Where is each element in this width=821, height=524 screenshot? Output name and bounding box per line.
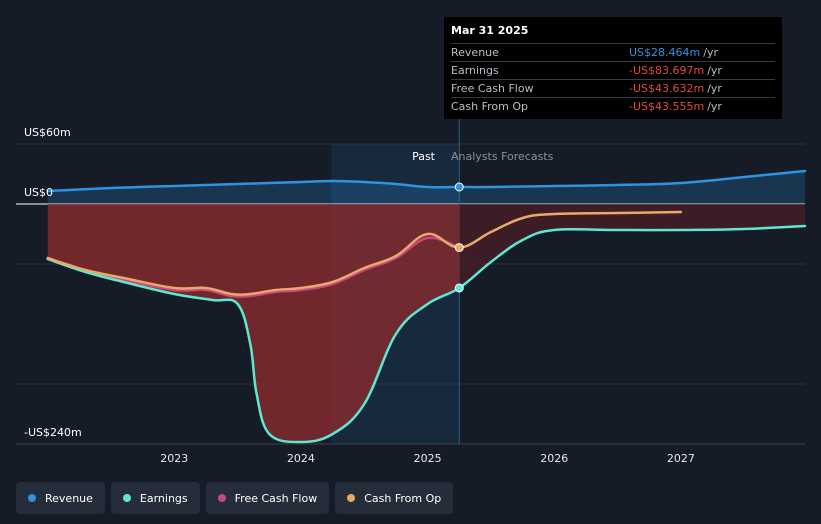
forecast-label: Analysts Forecasts bbox=[451, 150, 554, 163]
legend-item-revenue[interactable]: Revenue bbox=[16, 482, 105, 514]
x-tick-label: 2025 bbox=[414, 452, 442, 465]
tooltip-unit: /yr bbox=[707, 64, 722, 77]
legend-label: Revenue bbox=[45, 491, 93, 505]
earnings-forecast-area bbox=[459, 204, 805, 288]
y-label-bottom: -US$240m bbox=[24, 426, 82, 439]
tooltip-row-earnings: Earnings -US$83.697m /yr bbox=[451, 61, 775, 79]
tooltip-label: Cash From Op bbox=[451, 100, 529, 113]
tooltip-row-cash-from-op: Cash From Op -US$43.555m /yr bbox=[451, 97, 775, 115]
tooltip-row-revenue: Revenue US$28.464m /yr bbox=[451, 43, 775, 61]
legend-item-cash-from-op[interactable]: Cash From Op bbox=[335, 482, 454, 514]
x-tick-label: 2026 bbox=[540, 452, 568, 465]
legend-label: Cash From Op bbox=[364, 491, 442, 505]
tooltip-unit: /yr bbox=[707, 100, 722, 113]
legend-label: Earnings bbox=[139, 491, 188, 505]
tooltip-unit: /yr bbox=[707, 82, 722, 95]
y-label-top: US$60m bbox=[24, 126, 71, 139]
x-tick-label: 2027 bbox=[667, 452, 695, 465]
cash-from-op-line bbox=[46, 210, 683, 296]
revenue-line bbox=[46, 169, 807, 193]
legend-dot-icon bbox=[28, 494, 36, 502]
legend-item-free-cash-flow[interactable]: Free Cash Flow bbox=[205, 482, 330, 514]
legend-dot-icon bbox=[217, 494, 226, 502]
tooltip-date: Mar 31 2025 bbox=[451, 24, 529, 37]
cash-from-op-marker bbox=[454, 243, 464, 253]
earnings-past-area bbox=[47, 204, 460, 443]
x-tick-label: 2023 bbox=[160, 452, 188, 465]
tooltip-value: -US$43.555m bbox=[629, 100, 705, 113]
tooltip-row-free-cash-flow: Free Cash Flow -US$43.632m /yr bbox=[451, 79, 775, 97]
free-cash-flow-line bbox=[46, 236, 461, 298]
past-label: Past bbox=[412, 150, 436, 163]
tooltip-label: Free Cash Flow bbox=[451, 82, 534, 95]
tooltip-value: US$28.464m bbox=[629, 46, 701, 59]
legend-item-earnings[interactable]: Earnings bbox=[110, 482, 200, 514]
tooltip-label: Earnings bbox=[451, 64, 499, 77]
earnings-line bbox=[46, 224, 807, 444]
legend-label: Free Cash Flow bbox=[234, 491, 318, 505]
earnings-marker bbox=[454, 283, 464, 293]
x-tick-label: 2024 bbox=[287, 452, 315, 465]
tooltip-value: -US$83.697m bbox=[629, 64, 705, 77]
tooltip: Mar 31 2025 Revenue US$28.464m /yr Earni… bbox=[444, 17, 782, 119]
legend-dot-icon bbox=[122, 494, 131, 502]
y-label-zero: US$0 bbox=[24, 186, 53, 199]
tooltip-label: Revenue bbox=[451, 46, 499, 59]
revenue-marker bbox=[454, 182, 464, 192]
tooltip-value: -US$43.632m bbox=[629, 82, 705, 95]
tooltip-unit: /yr bbox=[703, 46, 718, 59]
legend: Revenue Earnings Free Cash Flow Cash Fro… bbox=[16, 482, 454, 514]
legend-dot-icon bbox=[347, 494, 356, 502]
